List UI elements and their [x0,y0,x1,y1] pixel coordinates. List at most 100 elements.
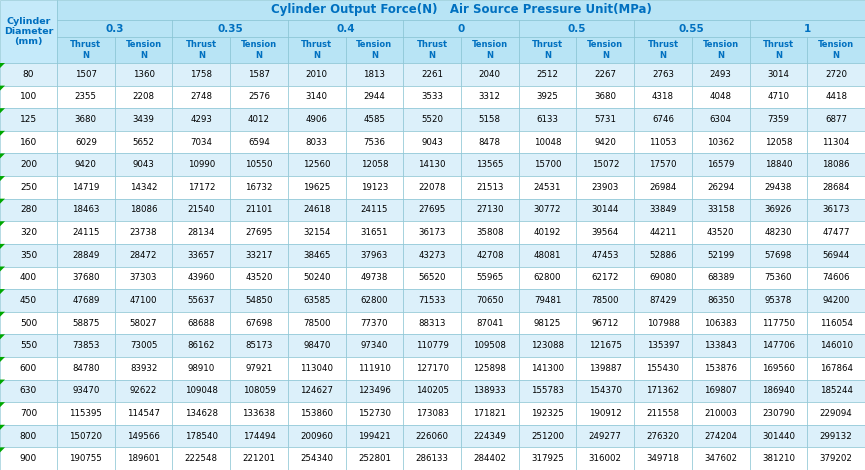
Text: 47689: 47689 [72,296,99,305]
Text: 27130: 27130 [476,205,503,214]
Text: 350: 350 [20,251,37,260]
Text: Thrust
N: Thrust N [763,40,794,60]
Text: 155783: 155783 [531,386,564,395]
Bar [172,425,230,447]
Bar [692,63,750,86]
Bar [750,37,807,63]
Text: 229094: 229094 [820,409,853,418]
Bar [807,199,865,221]
Bar [57,37,115,63]
Bar [634,402,692,425]
Bar [288,380,346,402]
Bar [288,425,346,447]
Text: 78500: 78500 [592,296,619,305]
Bar [807,108,865,131]
Text: 4906: 4906 [305,115,328,124]
Bar [403,447,461,470]
Text: 320: 320 [20,228,37,237]
Text: 69080: 69080 [650,274,676,282]
Bar [634,357,692,380]
Text: 33657: 33657 [188,251,215,260]
Text: 4318: 4318 [652,93,674,102]
Bar [172,357,230,380]
Bar [634,380,692,402]
Bar [0,357,57,380]
Text: 109048: 109048 [185,386,218,395]
Bar [634,20,750,37]
Text: 37963: 37963 [361,251,388,260]
Text: 79481: 79481 [534,296,561,305]
Bar [346,199,403,221]
Text: 37303: 37303 [130,274,157,282]
Text: 78500: 78500 [303,319,330,328]
Bar [0,86,57,108]
Text: 123088: 123088 [531,341,564,350]
Text: 2512: 2512 [536,70,559,79]
Polygon shape [0,108,5,113]
Text: 7359: 7359 [767,115,790,124]
Text: 0.55: 0.55 [679,24,705,33]
Bar [461,176,519,199]
Text: 12058: 12058 [361,160,388,169]
Bar [0,334,57,357]
Bar [230,199,288,221]
Text: 31651: 31651 [361,228,388,237]
Text: 200960: 200960 [300,431,333,440]
Text: 0.35: 0.35 [217,24,243,33]
Bar [346,334,403,357]
Bar [288,37,346,63]
Bar [57,131,115,153]
Bar [172,334,230,357]
Bar [57,289,115,312]
Bar [692,447,750,470]
Text: 15700: 15700 [534,160,561,169]
Text: 9043: 9043 [132,160,155,169]
Bar [807,176,865,199]
Text: 301440: 301440 [762,431,795,440]
Bar [230,357,288,380]
Text: 124627: 124627 [300,386,333,395]
Bar [750,86,807,108]
Text: 250: 250 [20,183,37,192]
Text: 86350: 86350 [707,296,734,305]
Text: 97340: 97340 [361,341,388,350]
Bar [346,266,403,289]
Text: 2763: 2763 [652,70,674,79]
Text: 17570: 17570 [650,160,676,169]
Text: 30144: 30144 [592,205,619,214]
Bar [288,312,346,334]
Bar [634,63,692,86]
Text: 116054: 116054 [820,319,853,328]
Text: 153876: 153876 [704,364,737,373]
Bar [288,86,346,108]
Text: 98125: 98125 [534,319,561,328]
Bar [750,312,807,334]
Bar [172,131,230,153]
Bar [750,221,807,244]
Text: Cylinder Output Force(N)   Air Source Pressure Unit(MPa): Cylinder Output Force(N) Air Source Pres… [271,3,651,16]
Text: 17172: 17172 [188,183,215,192]
Text: 43960: 43960 [188,274,215,282]
Bar [807,244,865,266]
Text: 19123: 19123 [361,183,388,192]
Text: 28684: 28684 [823,183,850,192]
Bar [634,244,692,266]
Text: Thrust
N: Thrust N [186,40,217,60]
Text: 9420: 9420 [75,160,97,169]
Polygon shape [0,380,5,384]
Bar [230,380,288,402]
Text: 97921: 97921 [246,364,272,373]
Polygon shape [0,63,5,68]
Bar [57,357,115,380]
Text: 171821: 171821 [473,409,506,418]
Text: 27695: 27695 [246,228,272,237]
Text: 24531: 24531 [534,183,561,192]
Text: 21540: 21540 [188,205,215,214]
Text: 147706: 147706 [762,341,795,350]
Bar [576,447,634,470]
Bar [692,380,750,402]
Bar [750,289,807,312]
Bar [346,289,403,312]
Bar [57,402,115,425]
Text: 139887: 139887 [589,364,622,373]
